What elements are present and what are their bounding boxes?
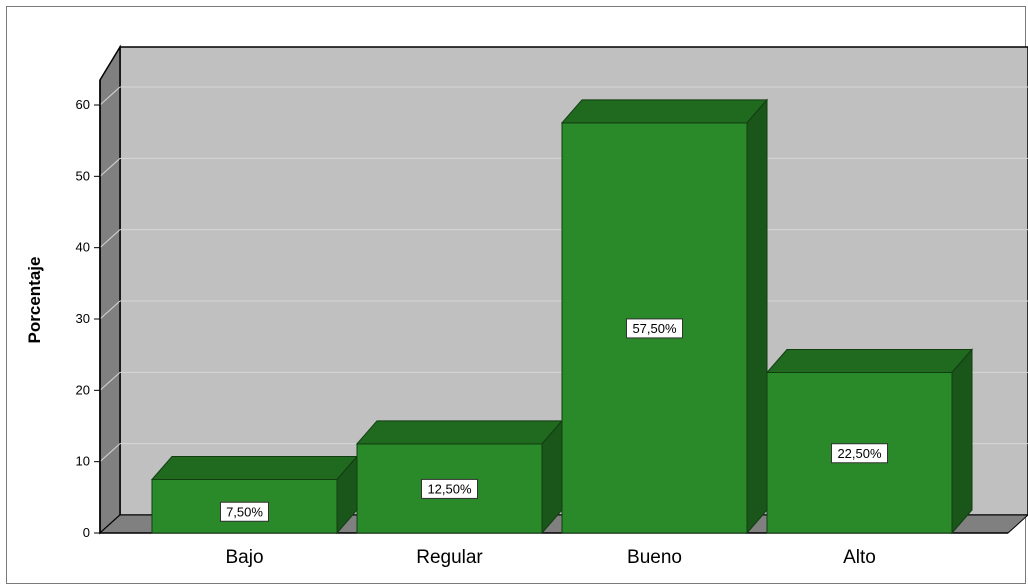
y-tick-label: 50 <box>76 168 90 183</box>
bar-bajo: 7,50% <box>150 455 359 535</box>
y-tick-label: 20 <box>76 382 90 397</box>
y-tick-label: 40 <box>76 240 90 255</box>
y-tick-label: 30 <box>76 311 90 326</box>
data-label-box <box>421 478 478 499</box>
bar-top <box>355 420 564 445</box>
grid-line-side <box>99 371 121 391</box>
side-wall <box>99 44 121 535</box>
bar-top <box>150 456 359 480</box>
grid-line-side <box>99 443 121 463</box>
data-label-box <box>220 501 269 522</box>
bar-top <box>560 99 769 124</box>
x-tick-label: Alto <box>843 547 876 568</box>
bar-side <box>951 348 973 535</box>
grid-line-side <box>99 86 121 106</box>
data-label: 57,50% <box>632 321 677 336</box>
data-label: 12,50% <box>427 481 472 496</box>
data-label: 22,50% <box>837 446 882 461</box>
y-tick-label: 10 <box>76 454 90 469</box>
x-tick-label: Bajo <box>225 547 263 568</box>
data-label-box <box>831 443 888 464</box>
bar-alto: 22,50% <box>765 348 974 535</box>
grid-line-side <box>99 229 121 249</box>
bars: 7,50% 12,50% 57,50% 22,50% <box>150 98 974 535</box>
bar-side <box>746 98 768 535</box>
bar-top <box>765 349 974 373</box>
y-tick-label: 60 <box>76 97 90 112</box>
x-tick-label: Bueno <box>627 547 682 568</box>
x-tick-label: Regular <box>416 547 483 568</box>
y-axis-title: Porcentaje <box>25 257 44 344</box>
data-label-box <box>626 318 683 339</box>
x-axis-labels: Bajo Regular Bueno Alto <box>225 547 875 568</box>
data-label: 7,50% <box>226 504 263 519</box>
grid-line-side <box>99 300 121 320</box>
bar-regular: 12,50% <box>355 419 564 535</box>
grid-line-side <box>99 157 121 177</box>
y-tick-label: 0 <box>83 525 90 540</box>
bar-bueno: 57,50% <box>560 98 769 535</box>
